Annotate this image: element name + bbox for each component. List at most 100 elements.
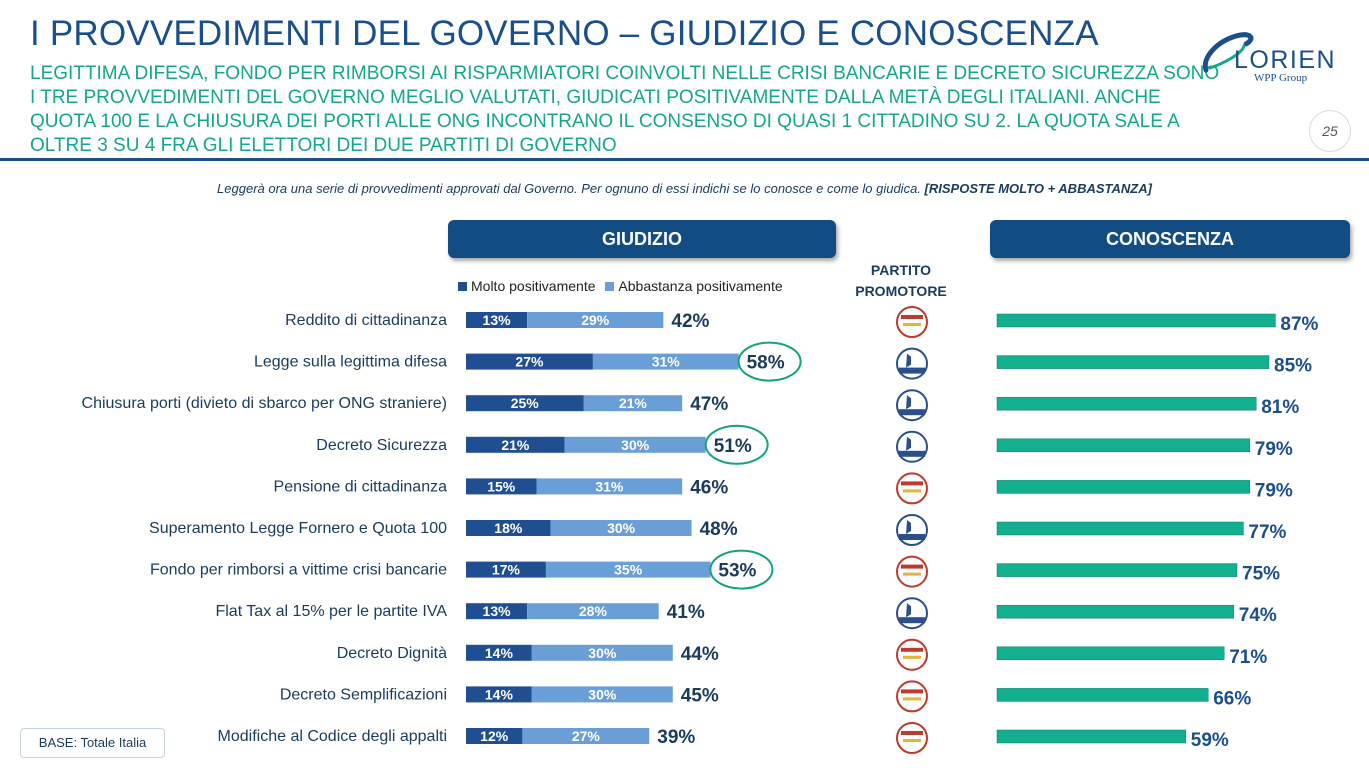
total-label: 46%	[690, 477, 728, 498]
question-main: Leggerà ora una serie di provvedimenti a…	[217, 181, 921, 196]
bar-label-molto: 13%	[483, 603, 512, 619]
bar-conoscenza	[996, 438, 1251, 453]
bar-label-abbastanza: 31%	[652, 354, 681, 370]
bar-conoscenza	[996, 355, 1270, 369]
bar-abbastanza-positivamente	[583, 395, 683, 412]
movimento-5-stelle-logo-icon	[896, 638, 928, 671]
conoscenza-label: 87%	[1280, 314, 1318, 335]
conoscenza-label: 79%	[1255, 480, 1293, 501]
category-label: Flat Tax al 15% per le partite IVA	[215, 603, 447, 620]
bar-abbastanza-positivamente	[550, 520, 692, 536]
bar-label-abbastanza: 30%	[621, 437, 650, 453]
giudizio-header: GIUDIZIO	[448, 220, 836, 258]
question-text: Leggerà ora una serie di provvedimenti a…	[0, 181, 1369, 196]
legend-swatch-abbastanza	[605, 282, 615, 291]
category-label: Decreto Sicurezza	[316, 437, 447, 454]
header-divider	[0, 158, 1369, 161]
bar-molto-positivamente	[466, 520, 551, 536]
legend-swatch-molto	[458, 282, 467, 291]
bar-label-molto: 13%	[483, 312, 512, 328]
bar-abbastanza-positivamente	[527, 312, 664, 328]
total-label: 58%	[747, 353, 785, 374]
bar-abbastanza-positivamente	[545, 561, 711, 578]
bar-molto-positivamente	[466, 478, 537, 495]
bar-label-molto: 15%	[487, 478, 516, 494]
page-title: I PROVVEDIMENTI DEL GOVERNO – GIUDIZIO E…	[30, 14, 1099, 53]
bar-label-molto: 21%	[501, 437, 530, 453]
bar-conoscenza	[996, 396, 1257, 411]
conoscenza-label: 74%	[1239, 605, 1277, 626]
bar-molto-positivamente	[466, 728, 523, 744]
bar-conoscenza	[996, 313, 1276, 328]
bar-label-abbastanza: 21%	[619, 395, 648, 411]
bar-conoscenza	[996, 521, 1244, 536]
category-label: Reddito di cittadinanza	[285, 312, 447, 329]
bar-abbastanza-positivamente	[592, 353, 739, 370]
page-subtitle: LEGITTIMA DIFESA, FONDO PER RIMBORSI AI …	[30, 63, 1220, 156]
movimento-5-stelle-logo-icon	[896, 472, 928, 505]
bar-conoscenza	[996, 646, 1225, 661]
total-label: 53%	[718, 561, 756, 582]
category-label: Chiusura porti (divieto di sbarco per ON…	[82, 395, 447, 412]
lega-salvini-logo-icon	[896, 597, 928, 630]
bar-molto-positivamente	[466, 395, 584, 412]
total-label: 41%	[667, 602, 705, 623]
bar-label-molto: 14%	[485, 645, 514, 661]
bar-abbastanza-positivamente	[531, 644, 673, 661]
conoscenza-label: 59%	[1191, 730, 1229, 751]
highlight-circle	[704, 424, 769, 465]
lega-salvini-logo-icon	[896, 430, 928, 463]
movimento-5-stelle-logo-icon	[896, 306, 928, 338]
conoscenza-label: 81%	[1261, 397, 1299, 418]
bar-molto-positivamente	[466, 312, 528, 328]
bar-conoscenza	[996, 688, 1209, 702]
category-label: Pensione di cittadinanza	[274, 478, 448, 495]
bar-conoscenza	[996, 604, 1235, 619]
highlight-circle	[737, 341, 802, 382]
bar-label-abbastanza: 31%	[595, 478, 624, 494]
conoscenza-label: 71%	[1229, 647, 1267, 668]
partito-promotore-header: PARTITO PROMOTORE	[846, 260, 956, 302]
bar-conoscenza	[996, 563, 1238, 577]
movimento-5-stelle-logo-icon	[896, 680, 928, 713]
movimento-5-stelle-logo-icon	[896, 722, 928, 754]
bar-molto-positivamente	[466, 353, 593, 370]
category-label: Modifiche al Codice degli appalti	[218, 728, 447, 745]
conoscenza-header: CONOSCENZA	[990, 220, 1350, 258]
bar-conoscenza	[996, 729, 1187, 744]
category-label: Decreto Dignità	[337, 645, 447, 662]
logo-sub-text: WPP Group	[1254, 72, 1308, 84]
bar-label-abbastanza: 35%	[614, 562, 643, 578]
bar-label-molto: 18%	[494, 520, 523, 536]
bar-label-molto: 12%	[480, 728, 509, 744]
total-label: 48%	[700, 519, 738, 540]
total-label: 39%	[657, 727, 695, 748]
conoscenza-label: 85%	[1274, 356, 1312, 377]
bar-molto-positivamente	[466, 644, 532, 661]
logo-text: LORIEN	[1234, 46, 1336, 74]
bar-label-molto: 14%	[485, 686, 514, 702]
bar-label-abbastanza: 30%	[607, 520, 636, 536]
bar-abbastanza-positivamente	[522, 728, 650, 744]
bar-label-abbastanza: 28%	[579, 603, 608, 619]
partito-header-line2: PROMOTORE	[855, 283, 947, 299]
bar-molto-positivamente	[466, 686, 532, 703]
bar-molto-positivamente	[466, 603, 528, 620]
bar-abbastanza-positivamente	[531, 686, 673, 703]
bar-molto-positivamente	[466, 436, 565, 453]
bar-abbastanza-positivamente	[536, 478, 683, 495]
bar-label-molto: 27%	[515, 354, 544, 370]
conoscenza-label: 77%	[1248, 522, 1286, 543]
category-label: Fondo per rimborsi a vittime crisi banca…	[150, 562, 447, 579]
total-label: 42%	[671, 311, 709, 332]
lega-salvini-logo-icon	[896, 389, 928, 422]
bar-molto-positivamente	[466, 561, 546, 578]
bar-label-abbastanza: 27%	[572, 728, 601, 744]
bar-label-molto: 25%	[511, 395, 540, 411]
bar-label-abbastanza: 29%	[581, 312, 610, 328]
bar-label-molto: 17%	[492, 562, 521, 578]
question-bold: [RISPOSTE MOLTO + ABBASTANZA]	[924, 181, 1152, 196]
category-label: Legge sulla legittima difesa	[254, 354, 447, 371]
page-number: 25	[1309, 110, 1351, 152]
